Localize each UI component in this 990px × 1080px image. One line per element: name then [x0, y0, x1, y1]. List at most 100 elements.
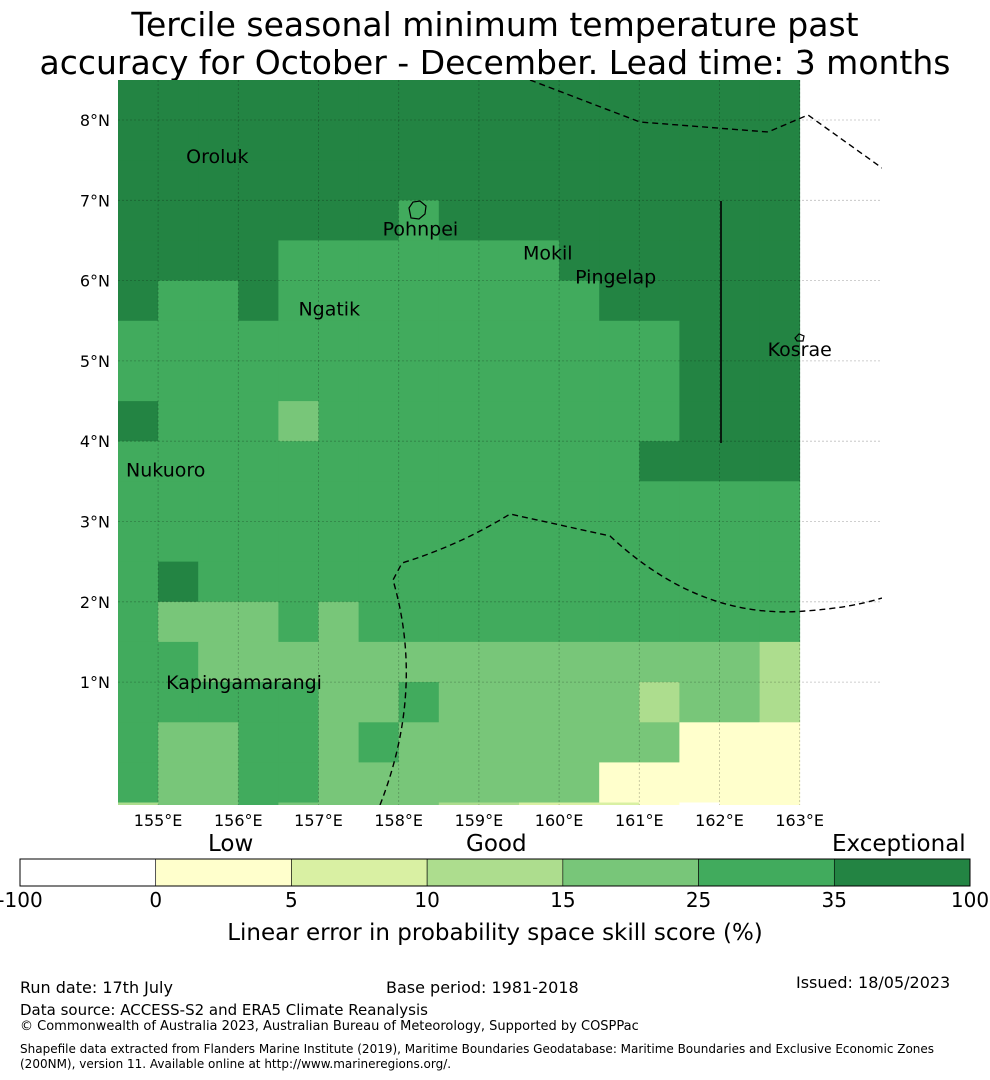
skill-cell: [759, 320, 801, 362]
skill-cell: [158, 481, 199, 522]
skill-cell: [358, 120, 400, 161]
skill-cell: [158, 641, 199, 683]
skill-cell: [639, 441, 680, 482]
skill-cell: [759, 601, 801, 643]
skill-cell: [478, 481, 520, 522]
skill-cell: [679, 802, 720, 805]
skill-cell: [478, 802, 520, 805]
latitude-label: 5°N: [80, 352, 110, 371]
skill-cell: [679, 401, 720, 442]
skill-cell: [679, 320, 720, 362]
skill-cell: [438, 521, 480, 562]
colorbar-tick: 10: [414, 888, 440, 912]
skill-cell: [599, 561, 640, 603]
skill-cell: [118, 160, 159, 201]
skill-cell: [599, 601, 640, 643]
skill-cell: [759, 682, 801, 723]
skill-cell: [158, 521, 199, 562]
skill-cell: [639, 521, 680, 562]
skill-cell: [158, 200, 199, 241]
skill-cell: [519, 160, 560, 201]
skill-cell: [438, 762, 480, 803]
kosrae-outline: [794, 333, 805, 342]
longitude-label: 155°E: [134, 811, 183, 830]
place-label: Mokil: [523, 242, 573, 264]
colorbar-tick: 35: [821, 888, 848, 912]
skill-cell: [118, 682, 159, 723]
skill-cell: [599, 120, 640, 161]
skill-cell: [318, 762, 359, 803]
skill-cell: [599, 722, 640, 763]
place-label: Pingelap: [575, 267, 656, 289]
longitude-label: 162°E: [695, 811, 744, 830]
skill-cell: [278, 601, 319, 643]
skill-cell: [398, 360, 440, 402]
skill-cell: [478, 120, 520, 161]
data-source: Data source: ACCESS-S2 and ERA5 Climate …: [20, 1001, 428, 1019]
skill-cell: [599, 240, 640, 281]
skill-cell: [679, 641, 720, 683]
skill-cell: [278, 441, 319, 482]
skill-cell: [559, 120, 600, 161]
skill-cell: [358, 481, 400, 522]
base-period: Base period: 1981-2018: [386, 978, 579, 997]
skill-cell: [478, 200, 520, 241]
skill-cell: [398, 641, 440, 683]
place-label: Ngatik: [298, 299, 360, 321]
skill-cell: [118, 360, 159, 402]
skill-cell: [158, 401, 199, 442]
skill-cell: [318, 240, 359, 281]
skill-cell: [198, 120, 239, 161]
skill-cell: [238, 240, 279, 281]
skill-cell: [679, 561, 720, 603]
skill-cell: [238, 200, 279, 241]
skill-cell: [398, 481, 440, 522]
skill-cell: [318, 80, 359, 121]
skill-cell: [198, 722, 239, 763]
skill-cell: [759, 441, 801, 482]
skill-cell: [398, 320, 440, 362]
skill-cell: [118, 401, 159, 442]
place-label: Kosrae: [768, 339, 832, 361]
latitude-label: 2°N: [80, 593, 110, 612]
skill-cell: [519, 240, 560, 281]
skill-cell: [398, 240, 440, 281]
skill-cell: [559, 401, 600, 442]
skill-cell: [478, 160, 520, 201]
skill-cell: [398, 401, 440, 442]
colorbar-segment: [698, 858, 835, 887]
pohnpei-outline: [408, 200, 427, 220]
skill-cell: [358, 360, 400, 402]
skill-cell: [559, 320, 600, 362]
skill-cell: [318, 160, 359, 201]
skill-cell: [238, 762, 279, 803]
skill-cell: [639, 80, 680, 121]
skill-cell: [358, 802, 400, 805]
skill-cell: [198, 160, 239, 201]
skill-cell: [719, 240, 760, 281]
skill-cell: [278, 200, 319, 241]
skill-cell: [318, 120, 359, 161]
skill-cell: [358, 280, 400, 322]
skill-cell: [559, 682, 600, 723]
skill-cell: [679, 120, 720, 161]
skill-cell: [318, 200, 359, 241]
skill-cell: [679, 240, 720, 281]
skill-cell: [318, 601, 359, 643]
skill-cell: [238, 360, 279, 402]
colorbar-segment: [291, 858, 428, 887]
skill-cell: [639, 160, 680, 201]
skill-cell: [438, 360, 480, 402]
skill-cell: [759, 280, 801, 322]
skill-cell: [599, 280, 640, 322]
skill-cell: [599, 641, 640, 683]
skill-cell: [278, 120, 319, 161]
skill-cell: [238, 481, 279, 522]
skill-cell: [759, 240, 801, 281]
skill-cell: [478, 521, 520, 562]
skill-cell: [238, 80, 279, 121]
skill-cell: [118, 200, 159, 241]
skill-cell: [519, 682, 560, 723]
skill-cell: [158, 320, 199, 362]
skill-cell: [679, 280, 720, 322]
